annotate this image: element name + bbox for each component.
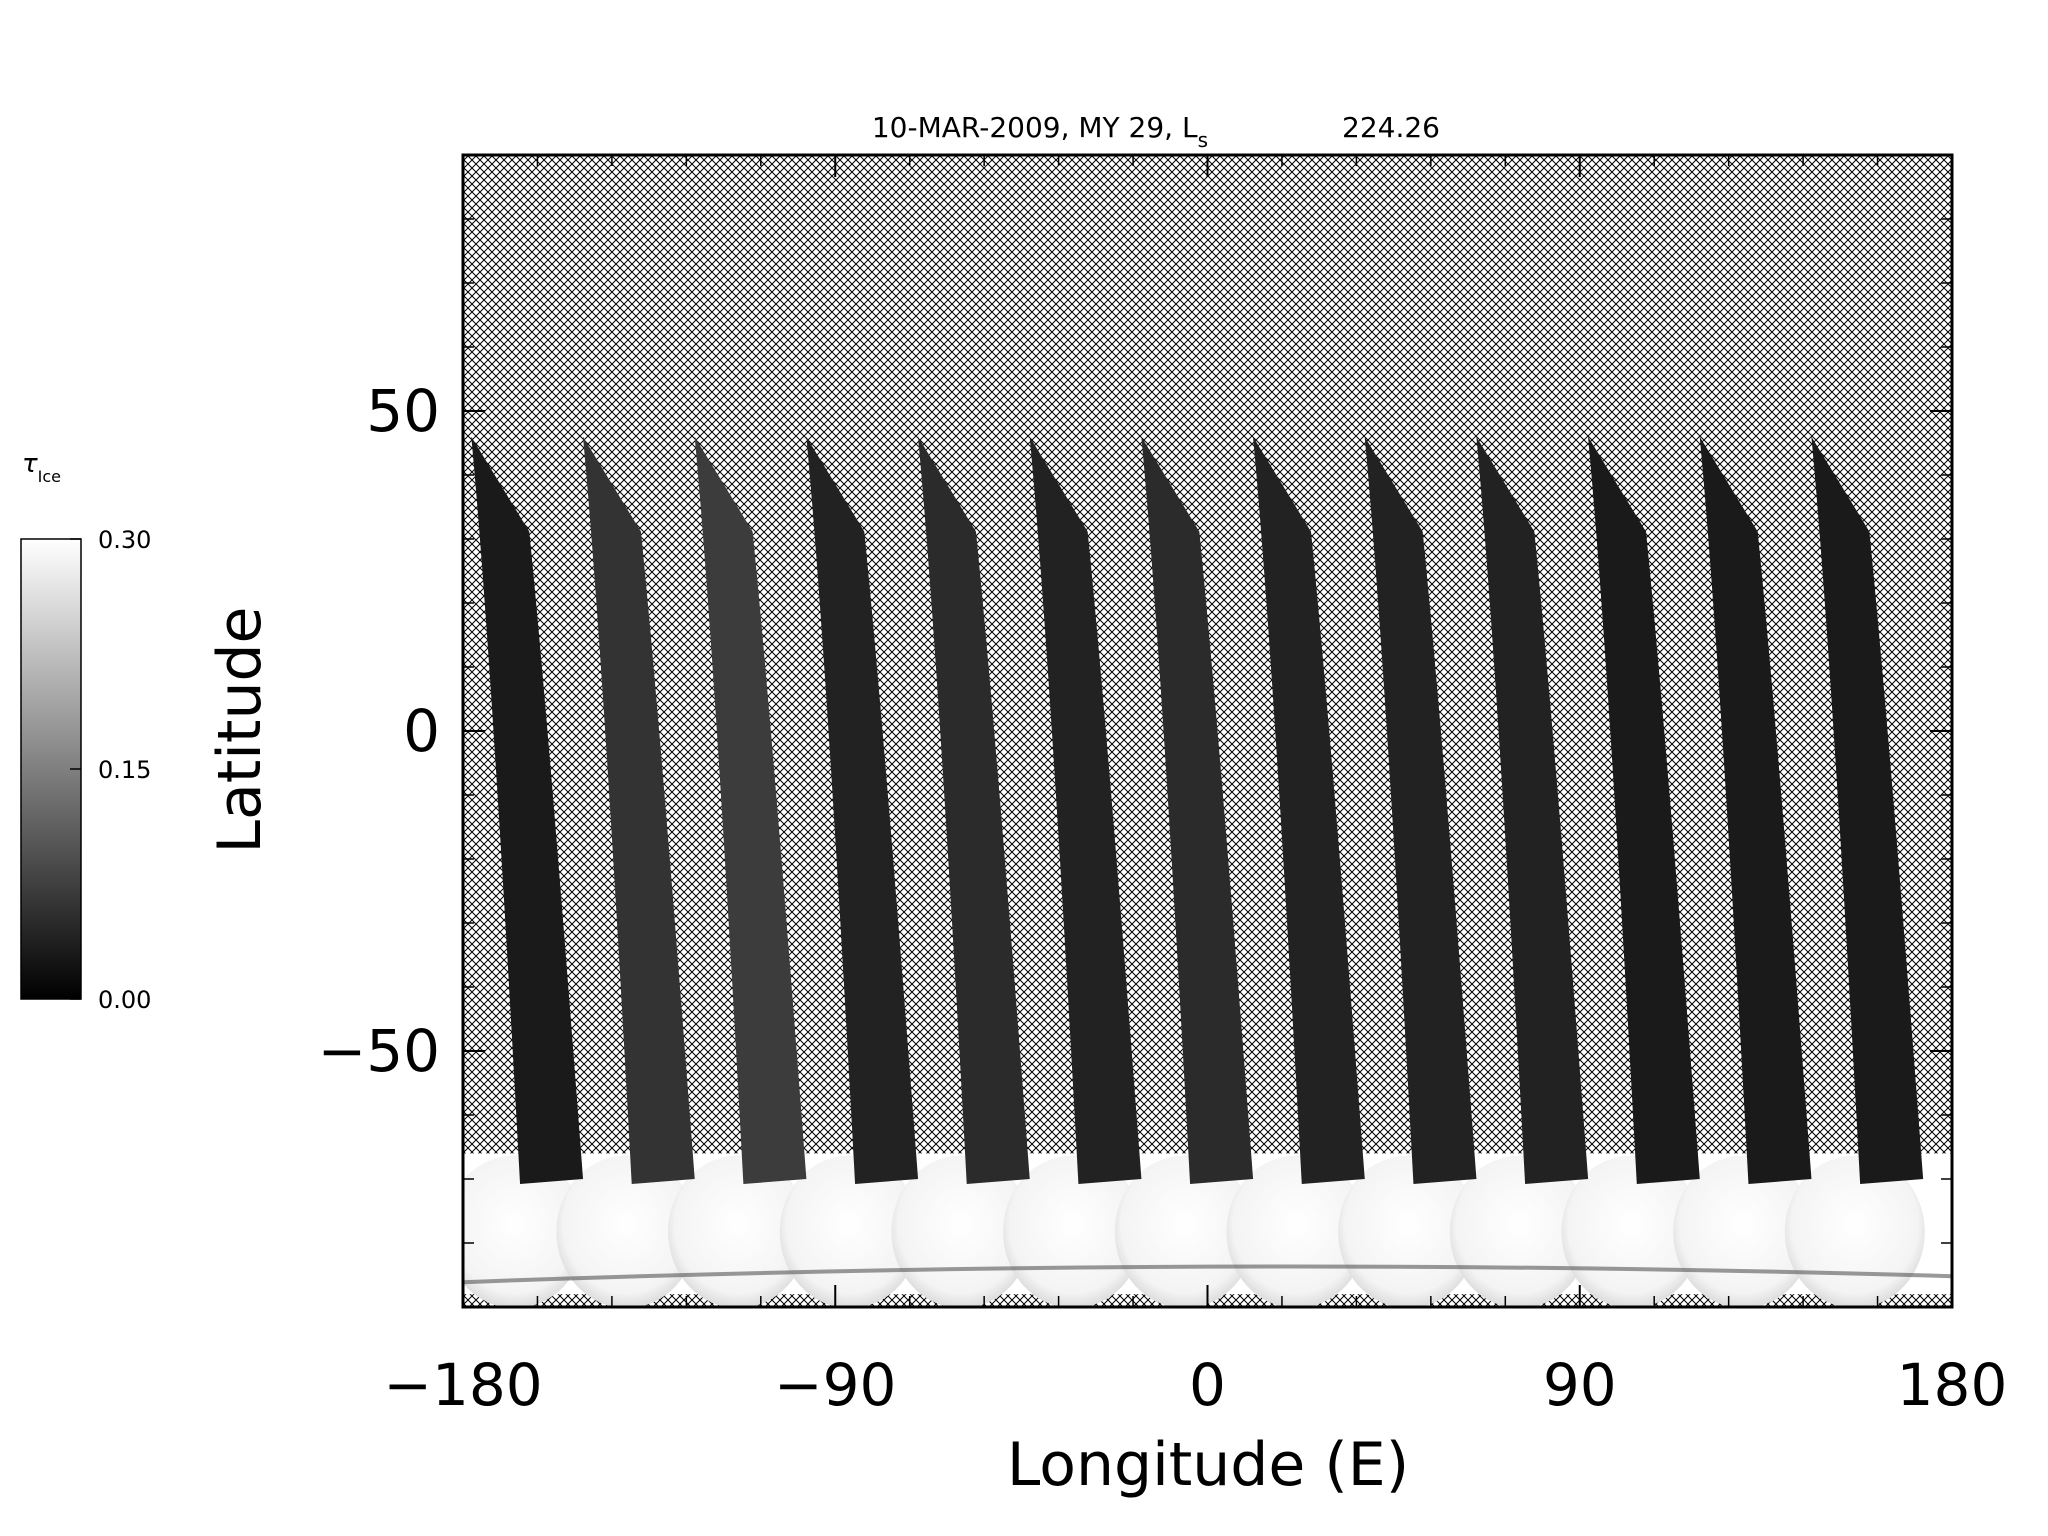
colorbar: τIce 0.30 0.15 0.00 [20, 449, 151, 1014]
polar-blob [1114, 1155, 1255, 1307]
y-tick-label: −50 [318, 1017, 440, 1085]
ticks-layer: −180 −90 0 90 180 −50 0 50 [318, 155, 2008, 1419]
swath-4 [806, 436, 919, 1185]
x-tick-label: −180 [383, 1351, 542, 1419]
y-tick-label: 0 [403, 697, 440, 765]
colorbar-label-subscript: Ice [38, 467, 61, 486]
x-tick-label: 90 [1543, 1351, 1617, 1419]
colorbar-tick-label: 0.15 [98, 756, 151, 784]
x-tick-label: 180 [1897, 1351, 2008, 1419]
swath-2 [582, 436, 695, 1185]
swath-11 [1588, 436, 1700, 1185]
polar-blob [1784, 1155, 1925, 1307]
y-axis-label: Latitude [205, 607, 275, 854]
swath-10 [1476, 436, 1589, 1185]
x-tick-label: −90 [774, 1351, 896, 1419]
title-main: 10-MAR-2009, MY 29, L [872, 111, 1198, 144]
colorbar-tick-label: 0.30 [98, 526, 151, 554]
swath-3 [694, 436, 807, 1185]
x-axis-label: Longitude (E) [1007, 1430, 1409, 1500]
title-subscript: s [1198, 128, 1208, 152]
data-layer [463, 436, 1952, 1307]
swath-5 [917, 436, 1030, 1185]
polar-blob [1226, 1155, 1367, 1307]
polar-blob [668, 1155, 809, 1307]
polar-blob [556, 1155, 697, 1307]
colorbar-tick-label: 0.00 [98, 986, 151, 1014]
swath-9 [1364, 436, 1477, 1185]
y-tick-label: 50 [366, 377, 440, 445]
polar-streak [463, 1264, 1952, 1285]
x-tick-label: 0 [1189, 1351, 1226, 1419]
colorbar-label: τIce [22, 449, 61, 486]
polar-blob [1338, 1155, 1479, 1307]
swath-13 [1811, 436, 1924, 1185]
chart-title: 10-MAR-2009, MY 29, Ls [872, 111, 1208, 152]
title-value: 224.26 [1342, 111, 1440, 144]
polar-blob [463, 1155, 585, 1307]
colorbar-ticks: 0.30 0.15 0.00 [70, 526, 151, 1014]
colorbar-label-symbol: τ [22, 449, 38, 479]
swath-6 [1029, 436, 1142, 1185]
swath-12 [1699, 436, 1812, 1185]
swath-7 [1141, 436, 1254, 1185]
swath-1 [471, 436, 584, 1185]
swath-8 [1252, 436, 1365, 1185]
